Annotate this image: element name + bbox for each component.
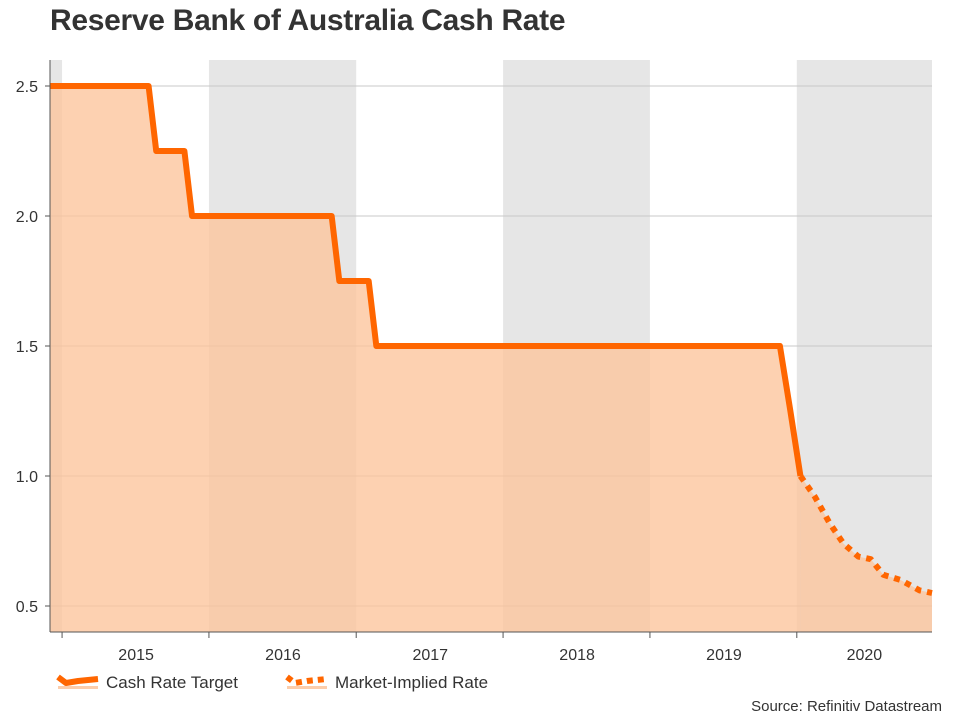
series-line-0 <box>50 83 804 477</box>
series-area-1 <box>800 476 932 632</box>
x-tick-label-4: 2019 <box>706 647 742 664</box>
series-area-0 <box>50 86 801 632</box>
legend-label-1: Market-Implied Rate <box>335 673 488 692</box>
legend: Cash Rate Target Market-Implied Rate <box>56 673 488 692</box>
y-tick-label-0: 0.5 <box>16 599 38 616</box>
y-axis-ticks: 0.5 1.0 1.5 2.0 2.5 <box>16 79 50 616</box>
chart-title: Reserve Bank of Australia Cash Rate <box>50 4 566 37</box>
y-tick-label-2: 1.5 <box>16 339 38 356</box>
y-tick-label-4: 2.5 <box>16 79 38 96</box>
series-line-1 <box>797 474 933 596</box>
x-tick-label-2: 2017 <box>412 647 448 664</box>
y-tick-label-1: 1.0 <box>16 469 38 486</box>
area-fills <box>50 86 932 632</box>
x-axis-ticks: 2015 2016 2017 2018 2019 2020 <box>61 632 883 664</box>
x-tick-label-1: 2016 <box>265 647 301 664</box>
legend-label-0: Cash Rate Target <box>106 673 238 692</box>
legend-swatch-line-0 <box>56 674 99 686</box>
legend-swatch-fill-1 <box>287 686 327 689</box>
legend-swatch-fill-0 <box>58 686 98 689</box>
x-tick-label-5: 2020 <box>847 647 883 664</box>
x-tick-label-0: 2015 <box>118 647 154 664</box>
source-note: Source: Refinitiv Datastream <box>751 698 942 715</box>
series-lines <box>50 83 933 596</box>
legend-swatch-line-1 <box>285 674 328 686</box>
y-tick-label-3: 2.0 <box>16 209 38 226</box>
x-tick-label-3: 2018 <box>559 647 595 664</box>
